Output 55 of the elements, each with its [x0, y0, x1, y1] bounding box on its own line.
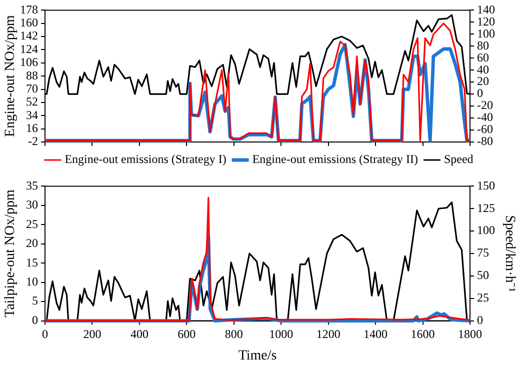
y-tick-label: 0	[32, 312, 38, 327]
y-tick-label: 16	[26, 120, 38, 135]
y2-tick-label: -80	[477, 134, 493, 148]
y-tick-label: 88	[26, 68, 38, 82]
y-tick-label: 10	[26, 274, 38, 288]
x-tick-label: 200	[83, 327, 102, 342]
y2-tick-label: 120	[477, 14, 495, 28]
y-tick-label: 160	[20, 16, 38, 30]
x-axis-title: Time/s	[238, 348, 277, 364]
y-tick-label: 20	[26, 236, 38, 250]
y-tick-label: 142	[20, 28, 38, 43]
y2-tick-label: 100	[477, 223, 495, 238]
x-tick-label: 800	[224, 327, 243, 342]
x-tick-label: 400	[130, 327, 148, 342]
x-tick-label: 0	[42, 327, 48, 342]
x-tick-label: 1800	[458, 327, 482, 342]
y-tick-label: 15	[26, 255, 38, 270]
y2-tick-label: 0	[477, 86, 483, 100]
y2-tick-label: 100	[477, 26, 495, 40]
y2-tick-label: 20	[477, 74, 489, 88]
legend-label: Speed	[444, 152, 474, 166]
y-tick-label: 35	[26, 178, 38, 192]
y2-tick-label: -60	[477, 122, 493, 136]
y-axis-title: Tailpipe-out NOx/ppm	[3, 190, 18, 318]
y2-tick-label: 40	[477, 62, 489, 76]
x-tick-label: 1600	[410, 327, 435, 342]
y2-tick-label: 50	[477, 268, 489, 282]
x-tick-label: 600	[178, 327, 196, 342]
legend-label: Engine-out emissions (Strategy II)	[252, 152, 418, 166]
y-axis-title: Engine-out NOx/ppm	[3, 15, 18, 137]
y-tick-label: 52	[26, 94, 38, 109]
y2-tick-label: 60	[477, 50, 489, 64]
y2-tick-label: 125	[477, 200, 495, 215]
y2-tick-label: 0	[477, 312, 483, 327]
y-tick-label: 70	[26, 81, 38, 96]
y2-tick-label: 150	[477, 178, 495, 192]
x-tick-label: 1200	[316, 327, 340, 342]
y2-tick-label: 140	[477, 2, 495, 16]
y-tick-label: 30	[26, 198, 38, 212]
y-tick-label: 5	[32, 294, 38, 308]
y-tick-label: 178	[20, 2, 38, 16]
y-tick-label: 34	[26, 108, 38, 122]
y-tick-label: 25	[26, 216, 38, 231]
y-tick-label: -2	[28, 134, 38, 148]
y2-tick-label: 75	[477, 246, 489, 260]
y-tick-label: 106	[20, 55, 38, 70]
y2-tick-label: -20	[477, 98, 493, 112]
y2-tick-label: 80	[477, 38, 489, 52]
y2-tick-label: -40	[477, 110, 493, 124]
x-tick-label: 1000	[269, 327, 294, 342]
y2-axis-title: Speed/km·h⁻¹	[502, 215, 517, 292]
y2-tick-label: 25	[477, 290, 489, 305]
y-tick-label: 124	[20, 42, 38, 56]
x-tick-label: 1400	[364, 327, 388, 342]
legend-label: Engine-out emissions (Strategy I)	[64, 152, 226, 166]
